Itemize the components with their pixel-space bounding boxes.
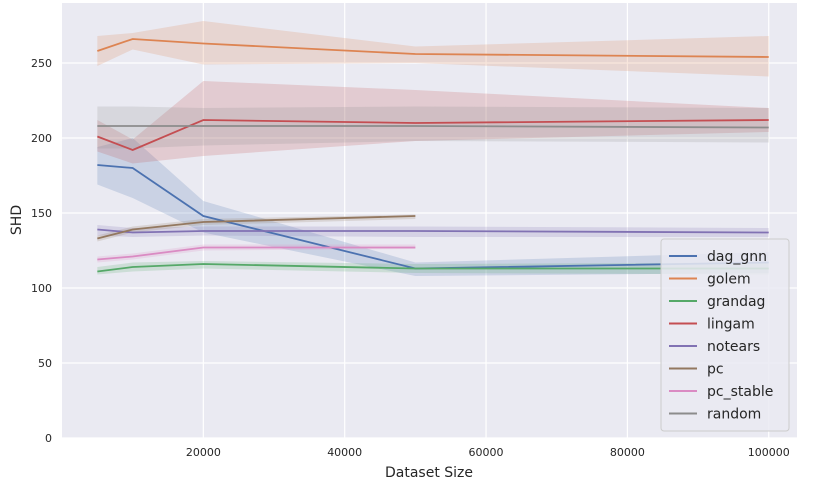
x-tick-label: 80000 <box>610 446 645 459</box>
y-axis-ticks: 0 50 100 150 200 250 <box>31 57 52 445</box>
y-tick-label: 250 <box>31 57 52 70</box>
y-tick-label: 50 <box>38 357 52 370</box>
confidence-bands <box>97 21 769 276</box>
y-tick-label: 150 <box>31 207 52 220</box>
band-random <box>97 106 769 149</box>
line-pc <box>97 215 416 240</box>
legend-label-lingam: lingam <box>707 317 755 333</box>
legend-label-random: random <box>707 407 761 423</box>
line-grandag <box>97 263 769 273</box>
y-tick-label: 0 <box>45 432 52 445</box>
legend-label-golem: golem <box>707 272 751 288</box>
x-axis-ticks: 20000 40000 60000 80000 100000 <box>186 446 790 459</box>
line-lingam <box>97 119 769 151</box>
band-dag_gnn <box>97 138 769 276</box>
legend-box <box>660 238 790 432</box>
x-tick-label: 60000 <box>469 446 504 459</box>
legend-label-dag_gnn: dag_gnn <box>707 249 767 265</box>
legend-label-pc_stable: pc_stable <box>707 384 773 400</box>
x-tick-label: 100000 <box>748 446 790 459</box>
series-lines <box>97 38 769 273</box>
line-pc_stable <box>97 246 416 261</box>
line-golem <box>97 38 769 58</box>
x-tick-label: 20000 <box>186 446 221 459</box>
x-axis-label: Dataset Size <box>385 465 473 481</box>
legend-label-pc: pc <box>707 362 724 378</box>
legend-label-notears: notears <box>707 339 760 355</box>
band-golem <box>97 21 769 77</box>
y-tick-label: 200 <box>31 132 52 145</box>
line-dag_gnn <box>97 164 769 270</box>
y-axis-label: SHD <box>9 205 25 235</box>
line-notears <box>97 228 769 234</box>
x-tick-label: 40000 <box>327 446 362 459</box>
band-pc <box>97 214 416 242</box>
y-tick-label: 100 <box>31 282 52 295</box>
line-random <box>97 125 769 129</box>
legend-label-grandag: grandag <box>707 294 765 310</box>
